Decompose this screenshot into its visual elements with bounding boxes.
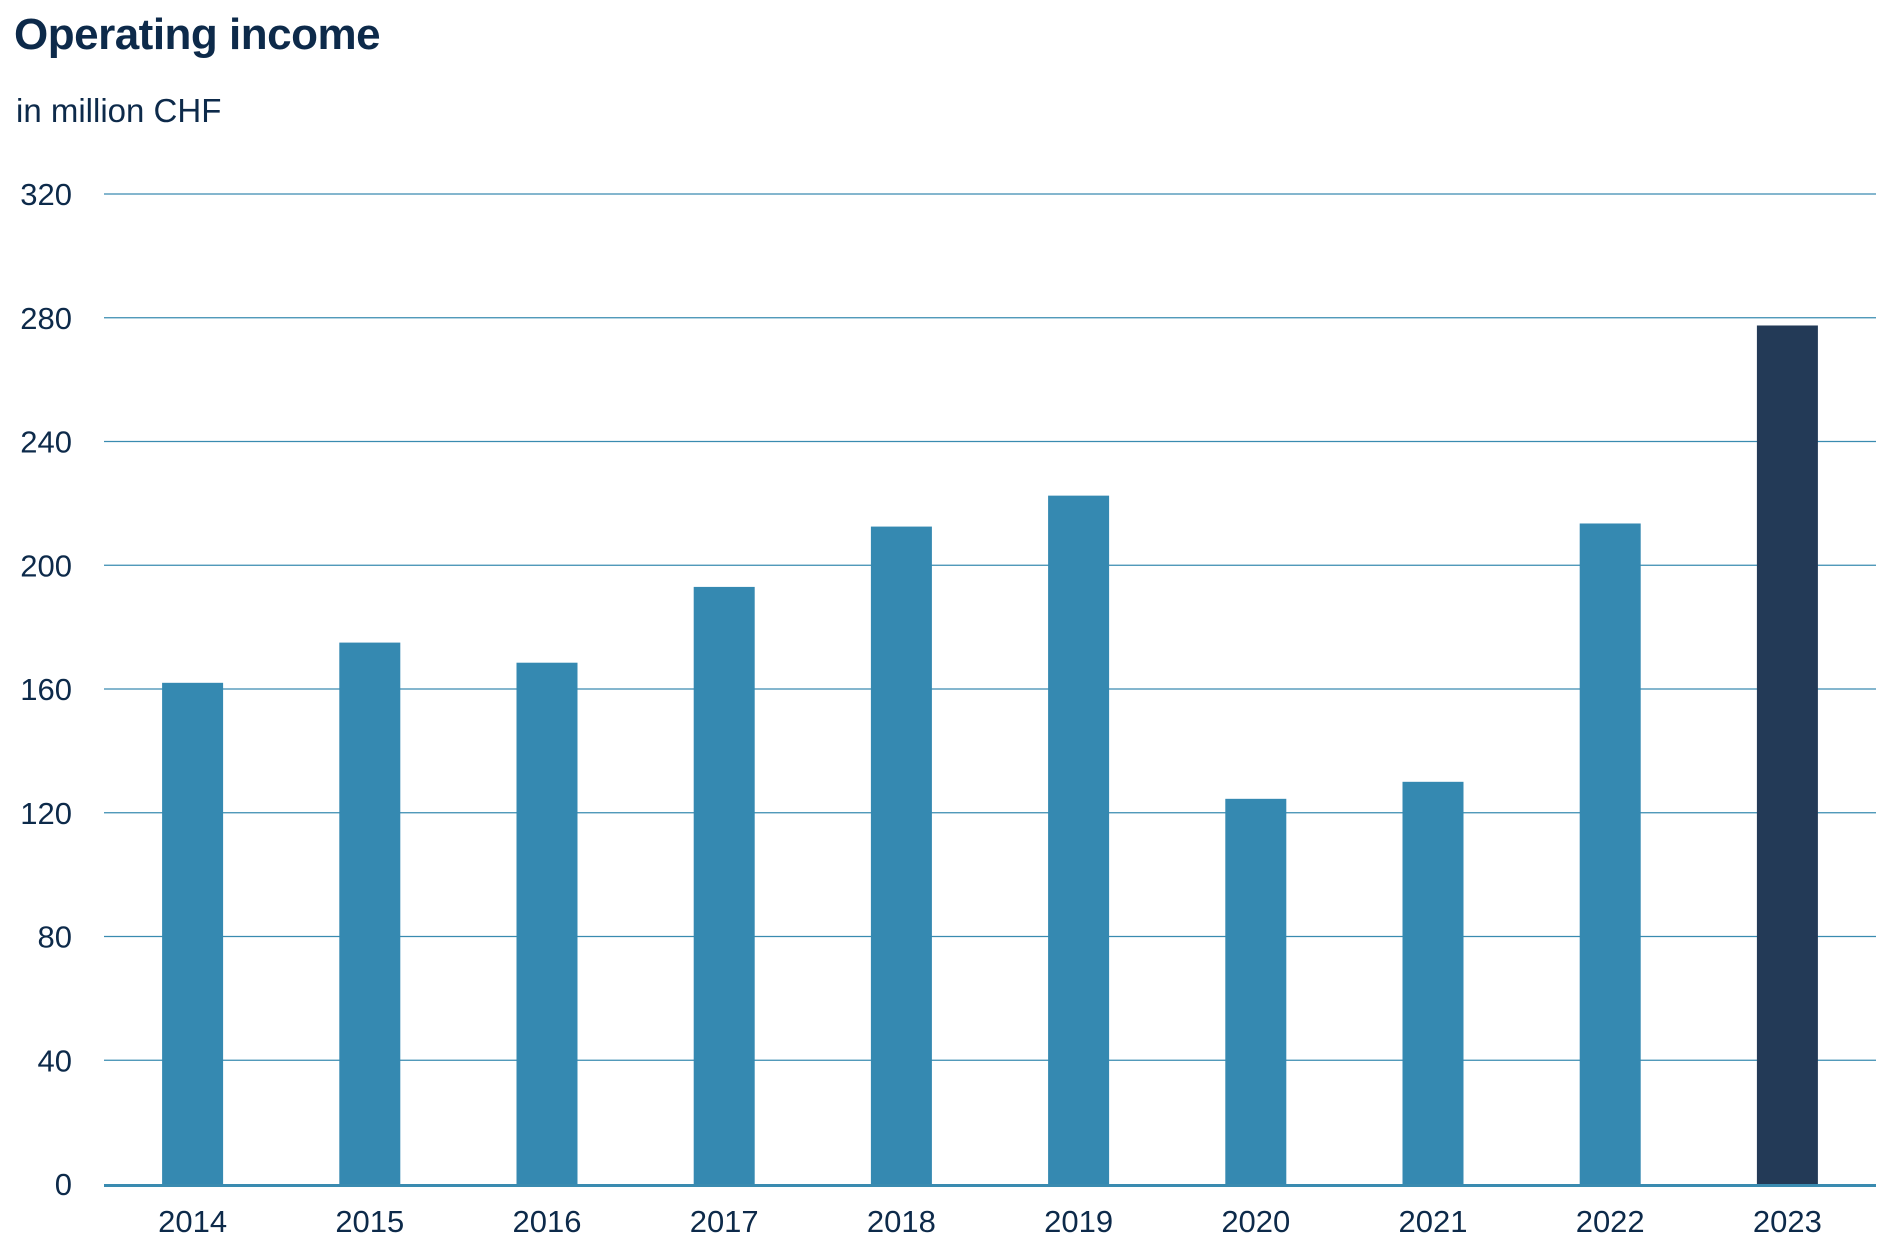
x-tick-label: 2022	[1576, 1204, 1645, 1239]
x-tick-label: 2018	[867, 1204, 936, 1239]
y-tick-label: 0	[55, 1167, 72, 1202]
x-tick-label: 2015	[335, 1204, 404, 1239]
chart-title: Operating income	[14, 10, 381, 59]
x-tick-label: 2023	[1753, 1204, 1822, 1239]
bar-2017	[693, 586, 755, 1184]
bar-2016	[516, 662, 578, 1184]
bar-2014	[162, 682, 224, 1184]
bar-2022	[1579, 523, 1641, 1184]
y-tick-label: 120	[20, 796, 72, 831]
chart-subtitle: in million CHF	[16, 92, 222, 129]
x-tick-label: 2016	[513, 1204, 582, 1239]
bar-2018	[870, 526, 932, 1184]
x-tick-label: 2020	[1221, 1204, 1290, 1239]
x-tick-label: 2017	[690, 1204, 759, 1239]
y-tick-label: 320	[20, 177, 72, 212]
x-tick-label: 2021	[1399, 1204, 1468, 1239]
x-axis-ticks: 2014 2015 2016 2017 2018 2019 2020 2021 2022 2023	[158, 1204, 1822, 1239]
bar-2023	[1756, 325, 1818, 1184]
bar-2019	[1048, 495, 1110, 1184]
y-axis-ticks: 0 40 80 120 160 200 240 280 320	[20, 177, 72, 1202]
y-tick-label: 240	[20, 425, 72, 460]
y-tick-label: 40	[38, 1043, 72, 1078]
x-tick-label: 2014	[158, 1204, 227, 1239]
y-tick-label: 80	[38, 920, 72, 955]
x-tick-label: 2019	[1044, 1204, 1113, 1239]
y-tick-label: 280	[20, 301, 72, 336]
bar-2015	[339, 642, 401, 1184]
y-tick-label: 200	[20, 548, 72, 583]
bar-2021	[1402, 781, 1464, 1184]
y-tick-label: 160	[20, 672, 72, 707]
bars	[162, 325, 1818, 1184]
bar-2020	[1225, 798, 1287, 1184]
